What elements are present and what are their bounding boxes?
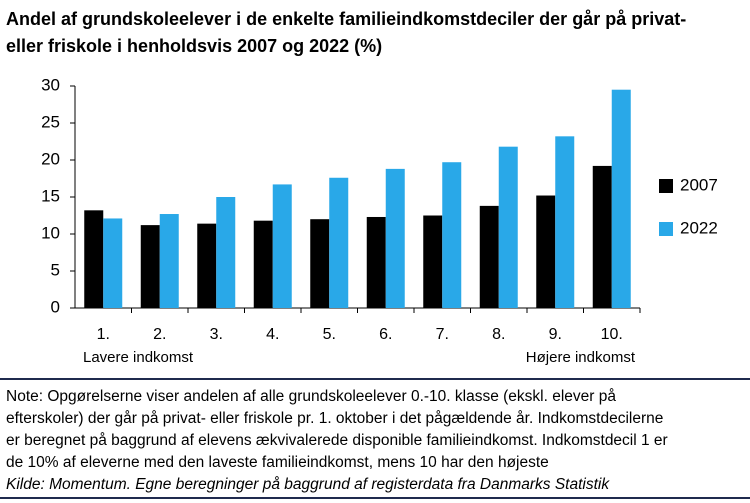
y-tick-label: 15	[41, 186, 60, 205]
bar	[592, 165, 612, 308]
x-tick-label: 10.	[601, 326, 623, 343]
bar	[103, 218, 123, 308]
legend-label: 2022	[680, 218, 718, 237]
x-tick-label: 8.	[492, 326, 505, 343]
y-tick-label: 10	[41, 223, 60, 242]
y-tick-label: 0	[51, 297, 60, 316]
bar	[423, 215, 443, 308]
x-tick-label: 9.	[549, 326, 562, 343]
x-tick-label: 7.	[436, 326, 449, 343]
legend-swatch	[659, 179, 673, 193]
x-tick-label: 5.	[323, 326, 336, 343]
y-tick-label: 20	[41, 149, 60, 168]
note: Note: Opgørelserne viser andelen af alle…	[6, 388, 616, 405]
x-tick-label: 2.	[153, 326, 166, 343]
bar	[140, 225, 160, 308]
bar	[555, 136, 575, 308]
bar	[498, 146, 518, 308]
y-tick-label: 25	[41, 112, 60, 131]
note: efterskoler) der går på privat- eller fr…	[6, 410, 663, 427]
legend-label: 2007	[680, 175, 718, 194]
x-tick-label: 3.	[210, 326, 223, 343]
note: er beregnet på baggrund af elevens ækviv…	[6, 432, 668, 449]
bar	[442, 162, 462, 308]
bar	[253, 220, 273, 308]
x-tick-label: 1.	[97, 326, 110, 343]
bar	[536, 195, 556, 308]
bar	[84, 210, 104, 308]
legend-swatch	[659, 222, 673, 236]
bar	[159, 214, 179, 308]
bar	[611, 89, 631, 308]
annotation: Lavere indkomst	[83, 349, 194, 366]
x-tick-label: 4.	[266, 326, 279, 343]
bar	[197, 223, 217, 308]
bar	[272, 184, 292, 308]
chart-title: eller friskole i henholdsvis 2007 og 202…	[6, 36, 382, 56]
x-tick-label: 6.	[379, 326, 392, 343]
bar	[310, 219, 330, 308]
bar	[329, 177, 349, 308]
y-tick-label: 30	[41, 75, 60, 94]
source: Kilde: Momentum. Egne beregninger på bag…	[6, 476, 610, 493]
y-tick-label: 5	[51, 260, 60, 279]
chart-title: Andel af grundskoleelever i de enkelte f…	[6, 9, 686, 29]
bar	[385, 168, 405, 308]
bar	[366, 216, 386, 308]
bar	[216, 197, 236, 308]
bar	[479, 205, 499, 308]
note: de 10% af eleverne med den laveste famil…	[6, 454, 549, 471]
annotation: Højere indkomst	[526, 349, 636, 366]
